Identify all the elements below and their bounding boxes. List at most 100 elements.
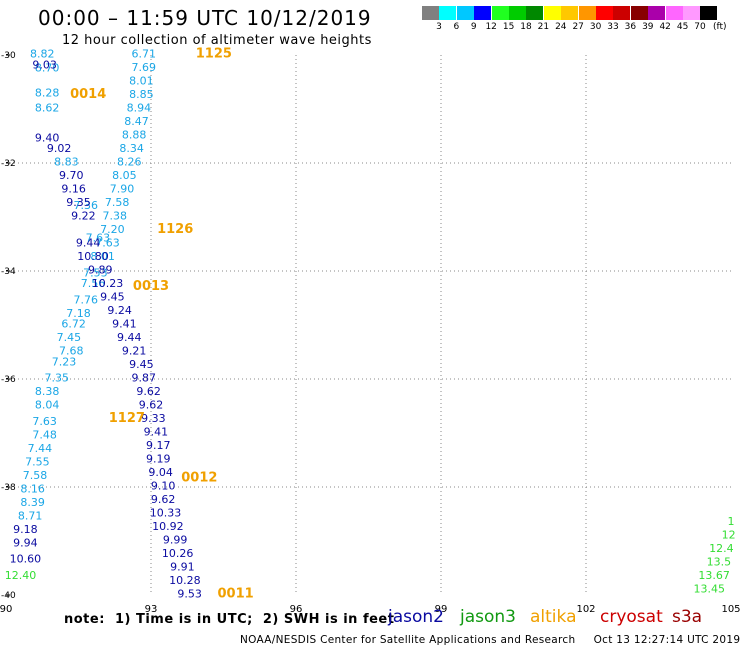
data-point-label: 8.83 (54, 156, 79, 169)
data-point-label: 10.28 (169, 574, 201, 587)
data-point-label: 9.24 (107, 304, 132, 317)
data-point-label: 8.88 (122, 129, 147, 142)
x-tick-label: 105 (721, 604, 740, 615)
data-point-label: 9.53 (177, 588, 202, 601)
colorbar-swatch (439, 6, 457, 20)
data-point-label: 12.40 (5, 569, 37, 582)
colorbar-swatch (630, 6, 648, 20)
data-point-label: 8.82 (30, 48, 55, 61)
colorbar-label: 21 (537, 22, 550, 32)
data-point-label: 9.87 (132, 372, 157, 385)
y-tick-label: -32 (1, 159, 16, 169)
legend-jason2: jason2 (388, 607, 444, 627)
colorbar-label: 15 (502, 22, 515, 32)
colorbar-label: 39 (642, 22, 654, 32)
data-point-label: 8.70 (35, 62, 60, 75)
legend-altika: altika (530, 607, 577, 627)
colorbar-label: 30 (589, 22, 602, 32)
colorbar-swatch (578, 6, 596, 20)
data-point-label: 9.45 (100, 291, 125, 304)
colorbar-swatch (491, 6, 509, 20)
colorbar-label: 27 (572, 22, 584, 32)
data-point-label: 7.36 (74, 199, 99, 212)
data-point-label: 9.99 (163, 534, 188, 547)
data-point-label: 9.91 (170, 561, 195, 574)
data-point-label: 8.71 (18, 509, 43, 522)
data-point-label: 7.55 (25, 455, 50, 468)
time-annotation: 0013 (133, 279, 169, 294)
data-point-label: 8.28 (35, 87, 60, 100)
data-point-label: 7.35 (45, 372, 70, 385)
time-annotation: 0011 (217, 587, 253, 602)
footnote: note: 1) Time is in UTC; 2) SWH is in fe… (64, 612, 395, 627)
data-point-label: 7.48 (32, 428, 57, 441)
colorbar-label: 42 (659, 22, 671, 32)
colorbar-label: 9 (470, 22, 477, 32)
x-tick-label: 102 (576, 604, 595, 615)
data-point-label: 9.03 (32, 59, 57, 72)
legend-jason3: jason3 (460, 607, 516, 627)
data-point-label: 10.92 (152, 520, 184, 533)
data-point-label: 8.85 (129, 88, 154, 101)
data-point-label: 13.5 (707, 555, 732, 568)
data-point-label: 9.45 (129, 358, 154, 371)
time-annotation: 0012 (181, 471, 217, 486)
data-point-label: 8.94 (127, 102, 152, 115)
data-point-label: 1 (728, 515, 735, 528)
x-tick-label: 90 (0, 604, 12, 615)
credit-line: NOAA/NESDIS Center for Satellite Applica… (240, 634, 740, 646)
data-point-label: 7.56 (81, 277, 106, 290)
time-annotation: 1127 (109, 411, 145, 426)
y-tick-label: -34 (1, 267, 16, 277)
colorbar-swatch (700, 6, 718, 20)
y-tick-label: -38 (1, 483, 16, 493)
data-point-label: 7.63 (86, 231, 111, 244)
colorbar-swatch (648, 6, 666, 20)
colorbar-swatch (683, 6, 700, 20)
data-point-label: 9.04 (148, 466, 173, 479)
data-point-label: 9.44 (117, 331, 142, 344)
x-tick-label: 96 (290, 604, 303, 615)
chart-title: 00:00 – 11:59 UTC 10/12/2019 (38, 6, 372, 30)
data-point-label: 7.90 (110, 183, 135, 196)
data-point-label: 8.34 (119, 142, 144, 155)
data-point-label: 13.67 (698, 569, 730, 582)
data-point-label: 6.72 (61, 318, 86, 331)
data-point-label: 7.45 (57, 331, 82, 344)
colorbar-unit: (ft) (713, 22, 727, 32)
colorbar-label: 24 (555, 22, 567, 32)
data-point-label: 7.20 (100, 223, 125, 236)
data-point-label: 7.58 (23, 469, 48, 482)
colorbar-label: 45 (676, 22, 689, 32)
colorbar-label: 3 (436, 22, 442, 32)
data-point-label: 7.53 (83, 266, 108, 279)
data-point-label: 8.38 (35, 385, 60, 398)
data-point-label: 9.17 (146, 439, 171, 452)
data-point-label: 8.05 (112, 169, 137, 182)
legend-cryosat: cryosat (600, 607, 663, 627)
data-point-label: 9.33 (141, 412, 166, 425)
colorbar-swatch (665, 6, 683, 20)
colorbar-label: 36 (624, 22, 637, 32)
data-point-label: 7.58 (105, 196, 130, 209)
colorbar-swatch (526, 6, 544, 20)
colorbar-swatch (613, 6, 631, 20)
colorbar-swatch (561, 6, 579, 20)
y-tick-label: -40 (1, 591, 16, 601)
y-tick-label: -30 (1, 51, 16, 61)
data-point-label: 8.26 (117, 156, 142, 169)
colorbar-swatch (543, 6, 561, 20)
time-annotation: 0014 (70, 87, 106, 102)
data-point-label: 8.47 (124, 115, 149, 128)
data-point-label: 7.69 (132, 61, 157, 74)
colorbar-swatch (509, 6, 526, 20)
legend-s3a: s3a (672, 607, 703, 627)
data-point-label: 12.4 (709, 542, 734, 555)
data-point-label: 13.45 (694, 582, 726, 595)
data-point-label: 7.63 (95, 237, 120, 250)
colorbar-swatch (474, 6, 492, 20)
chart-subtitle: 12 hour collection of altimeter wave hei… (62, 33, 372, 48)
data-point-label: 7.38 (103, 210, 128, 223)
time-annotation: 1126 (157, 222, 193, 237)
